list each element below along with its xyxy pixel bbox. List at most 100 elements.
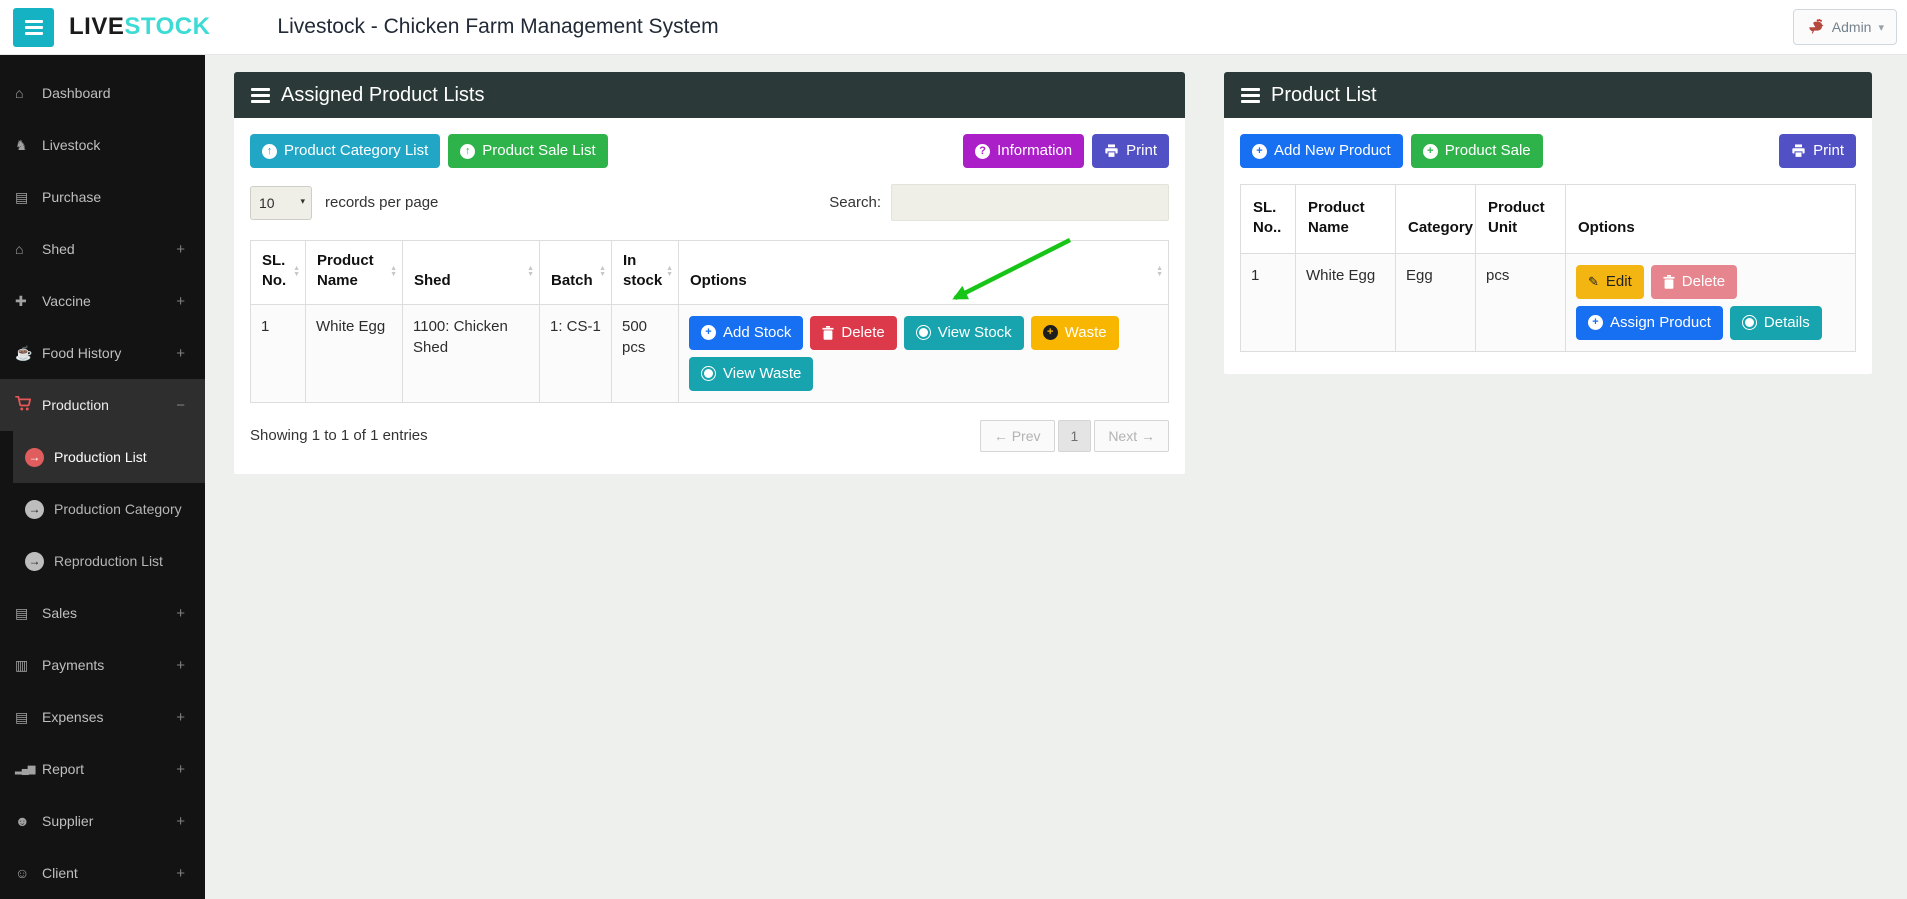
- waste-button[interactable]: + Waste: [1030, 315, 1119, 350]
- showing-entries-text: Showing 1 to 1 of 1 entries: [250, 427, 428, 444]
- table-header-row: SL. No. ▲ ▼ Product Name ▲ ▼ Shed ▲ ▼ Batch…: [250, 240, 1169, 305]
- button-label: Add New Product: [1274, 142, 1391, 159]
- question-circle-icon: ?: [975, 143, 991, 159]
- button-label: View Waste: [723, 364, 802, 382]
- sidebar-item-food-history[interactable]: ☕ Food History +: [0, 327, 205, 379]
- cell-shed: 1100: Chicken Shed: [402, 303, 540, 403]
- information-button[interactable]: ? Information: [963, 134, 1085, 168]
- sidebar-item-payments[interactable]: ▥ Payments +: [0, 639, 205, 691]
- sidebar-subitem-label: Reproduction List: [54, 553, 163, 569]
- bar-chart-icon: ▂▄▆: [15, 763, 35, 775]
- sidebar-subitem-production-category[interactable]: → Production Category: [13, 483, 205, 535]
- sidebar-item-label: Livestock: [42, 137, 101, 153]
- sidebar-item-production[interactable]: Production −: [0, 379, 205, 431]
- col-header-in-stock[interactable]: In stock ▲ ▼: [611, 240, 679, 305]
- sort-icon[interactable]: ▲ ▼: [1156, 265, 1163, 279]
- sidebar-subitem-production-list[interactable]: → Production List: [13, 431, 205, 483]
- view-stock-button[interactable]: View Stock: [903, 315, 1024, 350]
- sidebar-toggle-button[interactable]: [13, 7, 54, 47]
- table-row: 1 White Egg 1100: Chicken Shed 1: CS-1 5…: [250, 303, 1169, 403]
- cell-batch: 1: CS-1: [539, 303, 612, 403]
- page-1-button[interactable]: 1: [1057, 419, 1092, 452]
- sidebar-subitem-reproduction-list[interactable]: → Reproduction List: [13, 535, 205, 587]
- product-category-list-button[interactable]: ↑ Product Category List: [250, 134, 441, 168]
- button-label: Delete: [1681, 272, 1726, 290]
- sidebar-item-sales[interactable]: ▤ Sales +: [0, 587, 205, 639]
- shed-icon: ⌂: [15, 241, 24, 257]
- edit-button[interactable]: ✎ Edit: [1576, 264, 1644, 299]
- col-header-batch[interactable]: Batch ▲ ▼: [539, 240, 612, 305]
- col-header-shed[interactable]: Shed ▲ ▼: [402, 240, 540, 305]
- sidebar-item-report[interactable]: ▂▄▆ Report +: [0, 743, 205, 795]
- add-stock-button[interactable]: + Add Stock: [689, 315, 804, 350]
- expand-plus-icon: +: [176, 864, 185, 882]
- livestock-icon: ♞: [15, 136, 28, 153]
- records-per-page-select[interactable]: 10: [250, 185, 312, 220]
- print-button[interactable]: Print: [1092, 134, 1169, 168]
- button-label: Details: [1763, 313, 1810, 331]
- next-page-button[interactable]: Next →: [1094, 419, 1169, 452]
- sidebar-item-dashboard[interactable]: ⌂ Dashboard: [0, 67, 205, 119]
- table-footer: Showing 1 to 1 of 1 entries ← Prev 1 Nex…: [250, 419, 1169, 452]
- app-logo[interactable]: LIVESTOCK: [69, 13, 210, 41]
- add-new-product-button[interactable]: + Add New Product: [1240, 134, 1403, 168]
- sidebar-item-client[interactable]: ☺ Client +: [0, 847, 205, 899]
- details-button[interactable]: Details: [1729, 305, 1822, 340]
- sidebar-item-label: Client: [42, 865, 78, 881]
- prev-page-button[interactable]: ← Prev: [979, 419, 1055, 452]
- delete-button[interactable]: Delete: [1650, 264, 1738, 299]
- expand-plus-icon: +: [176, 344, 185, 362]
- sidebar-item-label: Vaccine: [42, 293, 91, 309]
- sidebar-item-vaccine[interactable]: ✚ Vaccine +: [0, 275, 205, 327]
- sidebar-item-supplier[interactable]: ☻ Supplier +: [0, 795, 205, 847]
- sidebar-subitem-label: Production List: [54, 449, 147, 465]
- page-title: Livestock - Chicken Farm Management Syst…: [277, 15, 719, 38]
- cell-product-name: White Egg: [305, 303, 403, 403]
- sidebar-item-label: Purchase: [42, 189, 102, 205]
- sidebar-item-purchase[interactable]: ▤ Purchase: [0, 171, 205, 223]
- sort-icon[interactable]: ▲ ▼: [599, 265, 606, 279]
- main-content: Assigned Product Lists ↑ Product Categor…: [205, 55, 1907, 899]
- print-button[interactable]: Print: [1779, 134, 1856, 168]
- plus-circle-icon: +: [701, 325, 716, 340]
- col-header-product-name[interactable]: Product Name ▲ ▼: [305, 240, 403, 305]
- expand-plus-icon: +: [176, 760, 185, 778]
- caret-down-icon: ▾: [1878, 21, 1884, 34]
- admin-label: Admin: [1831, 19, 1872, 35]
- banknote-icon: ▤: [15, 604, 29, 621]
- sort-icon[interactable]: ▲ ▼: [666, 265, 673, 279]
- sort-icon[interactable]: ▲ ▼: [390, 265, 397, 279]
- expand-plus-icon: +: [176, 240, 185, 258]
- col-header-sl-no: SL. No..: [1240, 184, 1296, 254]
- col-header-category: Category: [1395, 184, 1476, 254]
- sort-icon[interactable]: ▲ ▼: [527, 265, 534, 279]
- table-header-row: SL. No.. Product Name Category Product U…: [1240, 184, 1856, 254]
- col-header-sl-no[interactable]: SL. No. ▲ ▼: [250, 240, 306, 305]
- panel-bars-icon: [1241, 87, 1260, 103]
- banknote-icon: ▤: [15, 708, 29, 725]
- sidebar-item-expenses[interactable]: ▤ Expenses +: [0, 691, 205, 743]
- sidebar: ⌂ Dashboard ♞ Livestock ▤ Purchase ⌂ She…: [0, 55, 205, 899]
- button-label: Delete: [841, 323, 885, 341]
- admin-menu-button[interactable]: Admin ▾: [1792, 9, 1897, 45]
- arrow-right-circle-icon: →: [25, 499, 44, 519]
- product-sale-button[interactable]: + Product Sale: [1410, 134, 1543, 168]
- cell-options: ✎ Edit Dele: [1565, 252, 1856, 352]
- sidebar-item-label: Payments: [42, 657, 105, 673]
- col-header-options[interactable]: Options ▲ ▼: [678, 240, 1169, 305]
- sidebar-item-shed[interactable]: ⌂ Shed +: [0, 223, 205, 275]
- search-input[interactable]: [891, 184, 1169, 221]
- view-waste-button[interactable]: View Waste: [689, 356, 814, 391]
- assign-product-button[interactable]: + Assign Product: [1576, 305, 1723, 340]
- button-label: Print: [1126, 142, 1157, 159]
- sort-icon[interactable]: ▲ ▼: [293, 265, 300, 279]
- medkit-icon: ✚: [15, 292, 27, 309]
- sidebar-item-label: Shed: [42, 241, 75, 257]
- expand-plus-icon: +: [176, 812, 185, 830]
- delete-button[interactable]: Delete: [810, 315, 897, 350]
- plus-circle-icon: +: [1042, 325, 1058, 340]
- button-label: Waste: [1064, 323, 1107, 341]
- sidebar-item-livestock[interactable]: ♞ Livestock: [0, 119, 205, 171]
- product-sale-list-button[interactable]: ↑ Product Sale List: [448, 134, 608, 168]
- table-row: 1 White Egg Egg pcs ✎ Edit: [1240, 252, 1856, 352]
